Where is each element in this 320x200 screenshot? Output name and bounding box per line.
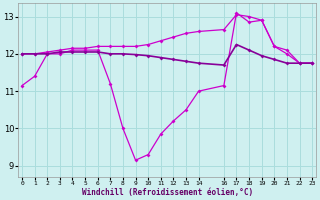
X-axis label: Windchill (Refroidissement éolien,°C): Windchill (Refroidissement éolien,°C)	[82, 188, 253, 197]
